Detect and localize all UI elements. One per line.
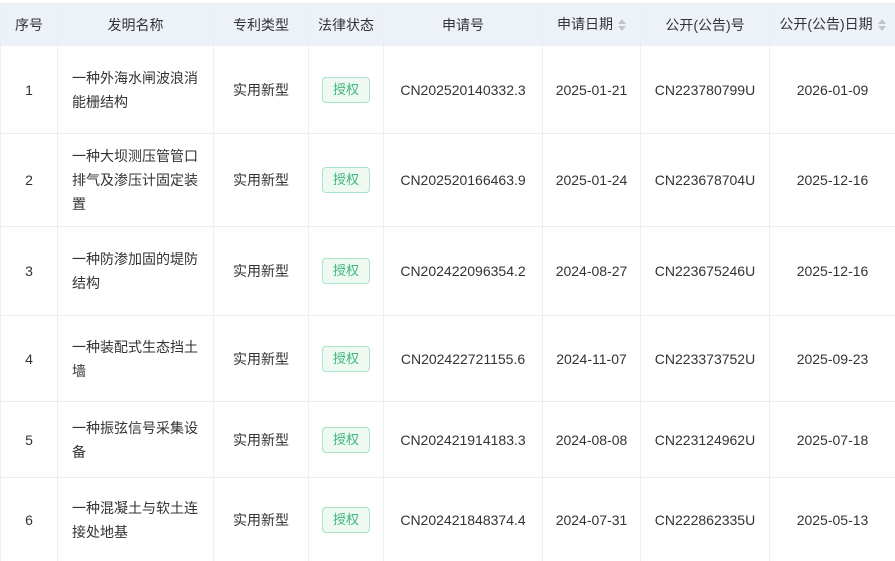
column-header-label: 公开(公告)号 <box>665 16 745 33</box>
column-header-index: 序号 <box>0 3 58 46</box>
column-header-label: 申请日期 <box>557 15 613 32</box>
cell-app_no: CN202421914183.3 <box>383 401 543 478</box>
cell-index: 5 <box>0 401 58 478</box>
column-header-app_date[interactable]: 申请日期 <box>542 3 641 46</box>
cell-type: 实用新型 <box>213 133 309 227</box>
table-header-row: 序号 发明名称 专利类型 法律状态 申请号 申请日期 公开(公告)号 公开(公告)日期 <box>0 3 895 46</box>
table-row: 4 一种装配式生态挡土墙 实用新型 授权 CN202422721155.6 2024-11… <box>0 315 895 402</box>
cell-status: 授权 <box>308 226 384 316</box>
cell-pub_date: 2025-05-13 <box>769 477 895 561</box>
status-badge: 授权 <box>321 76 370 103</box>
cell-status: 授权 <box>308 477 384 561</box>
cell-status: 授权 <box>308 45 384 134</box>
sort-descending-icon[interactable] <box>618 26 626 35</box>
cell-app_date: 2025-01-21 <box>542 45 641 134</box>
patent-table: 序号 发明名称 专利类型 法律状态 申请号 申请日期 公开(公告)号 公开(公告)日期 1 一种… <box>0 3 895 561</box>
cell-name: 一种外海水闸波浪消能栅结构 <box>57 45 214 134</box>
cell-index: 1 <box>0 45 58 134</box>
cell-app_date: 2024-08-27 <box>542 226 641 316</box>
cell-pub_no: CN222862335U <box>640 477 770 561</box>
cell-pub_date: 2025-12-16 <box>769 226 895 316</box>
cell-app_no: CN202520166463.9 <box>383 133 543 227</box>
column-header-app_no: 申请号 <box>383 3 543 46</box>
cell-type: 实用新型 <box>213 401 309 478</box>
cell-index: 6 <box>0 477 58 561</box>
table-row: 6 一种混凝土与软土连接处地基 实用新型 授权 CN202421848374.4 2024… <box>0 477 895 561</box>
cell-pub_date: 2025-12-16 <box>769 133 895 227</box>
cell-type: 实用新型 <box>213 226 309 316</box>
patent-results-table: 序号 发明名称 专利类型 法律状态 申请号 申请日期 公开(公告)号 公开(公告)日期 1 一种… <box>0 3 895 561</box>
status-badge: 授权 <box>321 426 370 453</box>
cell-app_date: 2025-01-24 <box>542 133 641 227</box>
sort-ascending-icon[interactable] <box>618 15 626 25</box>
cell-app_date: 2024-11-07 <box>542 315 641 402</box>
cell-pub_date: 2025-09-23 <box>769 315 895 402</box>
column-header-label: 发明名称 <box>107 16 164 33</box>
column-header-label: 公开(公告)日期 <box>779 15 873 32</box>
column-header-type: 专利类型 <box>213 3 309 46</box>
sort-descending-icon[interactable] <box>877 26 886 35</box>
column-header-label: 法律状态 <box>318 16 374 33</box>
column-header-label: 序号 <box>15 16 43 33</box>
column-header-label: 申请号 <box>442 16 484 33</box>
sort-caret-icon[interactable] <box>877 15 886 35</box>
table-row: 3 一种防渗加固的堤防结构 实用新型 授权 CN202422096354.2 2024-0… <box>0 226 895 316</box>
cell-status: 授权 <box>308 401 384 478</box>
cell-pub_no: CN223678704U <box>640 133 770 227</box>
column-header-name: 发明名称 <box>57 3 214 46</box>
table-row: 1 一种外海水闸波浪消能栅结构 实用新型 授权 CN202520140332.3 2025… <box>0 45 895 134</box>
cell-name: 一种装配式生态挡土墙 <box>57 315 214 402</box>
table-row: 5 一种振弦信号采集设备 实用新型 授权 CN202421914183.3 2024-08… <box>0 401 895 478</box>
cell-status: 授权 <box>308 133 384 227</box>
status-badge: 授权 <box>321 507 370 533</box>
cell-app_no: CN202422721155.6 <box>383 315 543 402</box>
cell-app_date: 2024-07-31 <box>542 477 641 561</box>
cell-pub_no: CN223373752U <box>640 315 770 402</box>
cell-name: 一种防渗加固的堤防结构 <box>57 226 214 316</box>
cell-name: 一种混凝土与软土连接处地基 <box>57 477 214 561</box>
cell-pub_date: 2026-01-09 <box>769 45 895 134</box>
cell-pub_no: CN223124962U <box>640 401 770 478</box>
status-badge: 授权 <box>321 258 370 284</box>
sort-ascending-icon[interactable] <box>877 15 886 25</box>
status-badge: 授权 <box>321 345 370 372</box>
cell-name: 一种振弦信号采集设备 <box>57 401 214 478</box>
cell-app_date: 2024-08-08 <box>542 401 641 478</box>
cell-type: 实用新型 <box>213 315 309 402</box>
cell-index: 4 <box>0 315 58 402</box>
cell-type: 实用新型 <box>213 45 309 134</box>
column-header-pub_no: 公开(公告)号 <box>640 3 770 46</box>
sort-caret-icon[interactable] <box>618 15 626 35</box>
status-badge: 授权 <box>321 167 370 193</box>
cell-pub_no: CN223780799U <box>640 45 770 134</box>
cell-type: 实用新型 <box>213 477 309 561</box>
cell-app_no: CN202520140332.3 <box>383 45 543 134</box>
column-header-pub_date[interactable]: 公开(公告)日期 <box>769 3 895 46</box>
cell-pub_no: CN223675246U <box>640 226 770 316</box>
column-header-label: 专利类型 <box>233 16 289 33</box>
cell-index: 3 <box>0 226 58 316</box>
cell-app_no: CN202422096354.2 <box>383 226 543 316</box>
column-header-status: 法律状态 <box>308 3 384 46</box>
cell-app_no: CN202421848374.4 <box>383 477 543 561</box>
cell-pub_date: 2025-07-18 <box>769 401 895 478</box>
cell-index: 2 <box>0 133 58 227</box>
cell-name: 一种大坝测压管管口排气及渗压计固定装置 <box>57 133 214 227</box>
cell-status: 授权 <box>308 315 384 402</box>
table-row: 2 一种大坝测压管管口排气及渗压计固定装置 实用新型 授权 CN202520166463… <box>0 133 895 227</box>
